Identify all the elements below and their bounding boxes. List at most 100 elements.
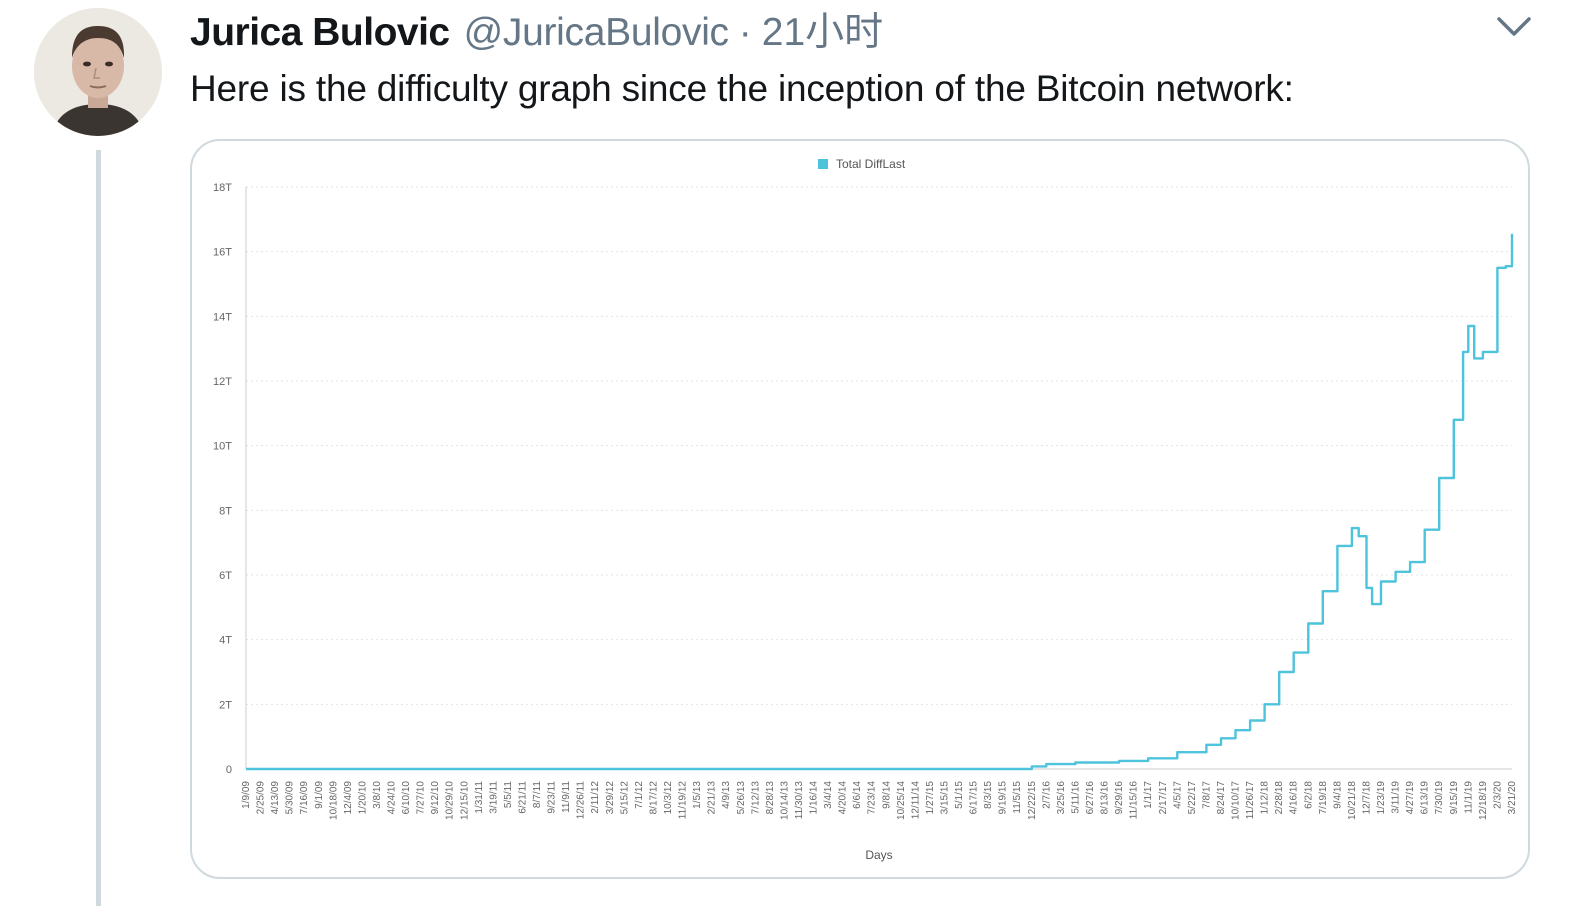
x-tick-label: 12/15/10 bbox=[459, 781, 470, 820]
x-tick-label: 7/30/19 bbox=[1434, 781, 1445, 815]
x-tick-label: 9/12/10 bbox=[430, 781, 441, 815]
y-tick-label: 2T bbox=[219, 699, 232, 711]
x-tick-label: 3/19/11 bbox=[488, 781, 499, 814]
x-tick-label: 12/26/11 bbox=[576, 781, 587, 820]
x-tick-label: 12/4/09 bbox=[343, 781, 354, 815]
x-tick-label: 3/25/16 bbox=[1056, 781, 1067, 815]
x-tick-label: 12/11/14 bbox=[910, 781, 921, 820]
x-tick-label: 7/23/14 bbox=[867, 781, 878, 815]
x-tick-label: 7/16/09 bbox=[299, 781, 310, 815]
x-tick-label: 5/5/11 bbox=[503, 781, 514, 808]
x-tick-label: 1/27/15 bbox=[925, 781, 936, 815]
x-tick-label: 3/11/19 bbox=[1391, 781, 1402, 814]
x-tick-label: 11/15/16 bbox=[1129, 781, 1140, 820]
y-tick-label: 10T bbox=[213, 441, 232, 453]
x-tick-label: 8/24/17 bbox=[1216, 781, 1227, 815]
x-tick-label: 8/7/11 bbox=[532, 781, 543, 808]
x-tick-label: 5/11/16 bbox=[1070, 781, 1081, 814]
x-tick-label: 7/8/17 bbox=[1201, 781, 1212, 809]
x-tick-label: 4/5/17 bbox=[1172, 781, 1183, 809]
x-tick-label: 7/1/12 bbox=[634, 781, 645, 809]
thread-connector-line bbox=[96, 150, 101, 906]
tweet-media-chart[interactable]: 0 2T 4T 6T 8T 10T 12T 14T 16T 18T 1/9/09 2/25/09 4/1… bbox=[190, 139, 1530, 879]
y-tick-label: 12T bbox=[213, 376, 232, 388]
x-tick-label: 1/12/18 bbox=[1260, 781, 1271, 815]
x-tick-label: 9/23/11 bbox=[547, 781, 558, 814]
x-tick-label: 3/8/10 bbox=[372, 781, 383, 809]
x-tick-label: 11/9/11 bbox=[561, 781, 572, 813]
x-tick-label: 6/13/19 bbox=[1420, 781, 1431, 815]
x-tick-label: 9/19/15 bbox=[998, 781, 1009, 815]
avatar-photo-icon bbox=[34, 8, 162, 136]
x-tick-label: 10/3/12 bbox=[663, 781, 674, 815]
x-tick-label: 2/3/20 bbox=[1492, 781, 1503, 809]
tweet-menu-button[interactable] bbox=[1496, 14, 1532, 40]
author-handle[interactable]: @JuricaBulovic bbox=[463, 11, 729, 54]
x-tick-label: 4/9/13 bbox=[721, 781, 732, 809]
tweet-timestamp[interactable]: 21小时 bbox=[761, 11, 884, 54]
x-tick-label: 5/26/13 bbox=[736, 781, 747, 815]
y-tick-label: 18T bbox=[213, 182, 232, 194]
x-tick-label: 11/1/19 bbox=[1463, 781, 1474, 814]
x-tick-label: 11/19/12 bbox=[678, 781, 689, 820]
x-tick-label: 4/16/18 bbox=[1289, 781, 1300, 815]
x-tick-label: 5/15/12 bbox=[619, 781, 630, 815]
x-tick-label: 6/17/15 bbox=[969, 781, 980, 815]
x-tick-label: 2/28/18 bbox=[1274, 781, 1285, 815]
x-tick-label: 6/21/11 bbox=[517, 781, 528, 814]
x-tick-label: 3/21/20 bbox=[1507, 781, 1518, 815]
x-tick-label: 10/29/10 bbox=[445, 781, 456, 820]
separator-dot: · bbox=[738, 11, 752, 54]
x-tick-label: 8/28/13 bbox=[765, 781, 776, 815]
x-tick-label: 12/18/19 bbox=[1478, 781, 1489, 820]
x-tick-label: 10/18/09 bbox=[328, 781, 339, 820]
x-tick-label: 4/13/09 bbox=[270, 781, 281, 815]
x-tick-label: 2/17/17 bbox=[1158, 781, 1169, 815]
x-tick-label: 10/10/17 bbox=[1231, 781, 1242, 820]
x-tick-label: 2/11/12 bbox=[590, 781, 601, 814]
x-tick-label: 8/17/12 bbox=[648, 781, 659, 815]
x-tick-label: 3/29/12 bbox=[605, 781, 616, 815]
x-tick-label: 6/6/14 bbox=[852, 781, 863, 809]
x-tick-label: 11/26/17 bbox=[1245, 781, 1256, 820]
x-tick-label: 12/22/15 bbox=[1027, 781, 1038, 820]
tweet-text: Here is the difficulty graph since the i… bbox=[190, 68, 1294, 109]
x-tick-label: 6/10/10 bbox=[401, 781, 412, 815]
x-tick-label: 7/19/18 bbox=[1318, 781, 1329, 815]
x-axis-label: Days bbox=[865, 848, 892, 862]
x-tick-label: 5/1/15 bbox=[954, 781, 965, 809]
x-tick-label: 2/7/16 bbox=[1041, 781, 1052, 809]
x-tick-label: 9/4/18 bbox=[1332, 781, 1343, 809]
x-tick-label: 8/13/16 bbox=[1100, 781, 1111, 815]
legend-label: Total DiffLast bbox=[836, 157, 906, 171]
x-tick-label: 3/4/14 bbox=[823, 781, 834, 809]
x-tick-label: 9/15/19 bbox=[1449, 781, 1460, 815]
legend-swatch bbox=[818, 159, 828, 169]
x-tick-label: 1/5/13 bbox=[692, 781, 703, 809]
x-tick-label: 11/5/15 bbox=[1012, 781, 1023, 814]
x-tick-label: 12/7/18 bbox=[1361, 781, 1372, 815]
x-tick-label: 1/9/09 bbox=[241, 781, 252, 809]
x-tick-label: 10/25/14 bbox=[896, 781, 907, 820]
x-tick-label: 9/8/14 bbox=[881, 781, 892, 809]
x-tick-label: 2/25/09 bbox=[256, 781, 267, 815]
x-tick-label: 5/30/09 bbox=[285, 781, 296, 815]
user-avatar[interactable] bbox=[34, 8, 162, 136]
y-tick-label: 0 bbox=[226, 764, 232, 776]
x-tick-label: 1/1/17 bbox=[1143, 781, 1154, 809]
series-line-total-difflast bbox=[246, 233, 1514, 771]
y-tick-label: 14T bbox=[213, 311, 232, 323]
x-tick-label: 9/29/16 bbox=[1114, 781, 1125, 815]
y-tick-label: 6T bbox=[219, 570, 232, 582]
x-tick-label: 6/2/18 bbox=[1303, 781, 1314, 809]
x-tick-label: 4/20/14 bbox=[838, 781, 849, 815]
chevron-down-icon bbox=[1497, 17, 1531, 36]
x-tick-label: 1/23/19 bbox=[1376, 781, 1387, 815]
x-tick-label: 3/15/15 bbox=[939, 781, 950, 815]
tweet-header: Jurica Bulovic @JuricaBulovic · 21小时 bbox=[190, 10, 883, 56]
y-tick-label: 8T bbox=[219, 505, 232, 517]
x-tick-label: 10/14/13 bbox=[779, 781, 790, 820]
x-tick-label: 7/27/10 bbox=[416, 781, 427, 815]
author-name[interactable]: Jurica Bulovic bbox=[190, 11, 450, 54]
